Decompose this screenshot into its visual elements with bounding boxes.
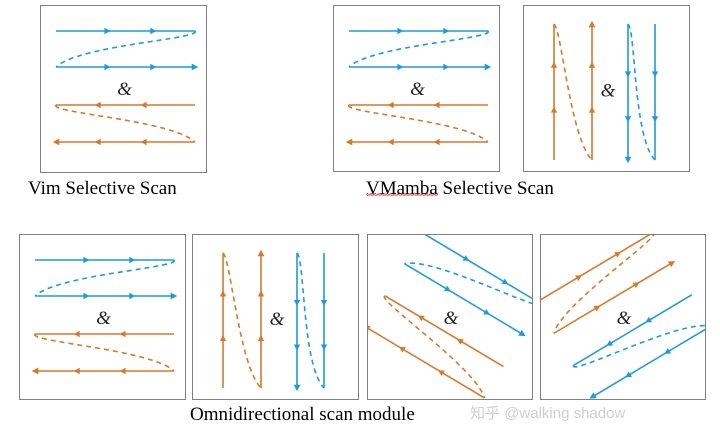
- svg-text:&: &: [601, 81, 616, 102]
- svg-text:&: &: [96, 308, 111, 329]
- svg-text:&: &: [617, 308, 632, 329]
- svg-text:&: &: [270, 309, 285, 330]
- svg-text:&: &: [117, 79, 132, 100]
- svg-text:&: &: [410, 79, 425, 100]
- svg-text:&: &: [444, 308, 459, 329]
